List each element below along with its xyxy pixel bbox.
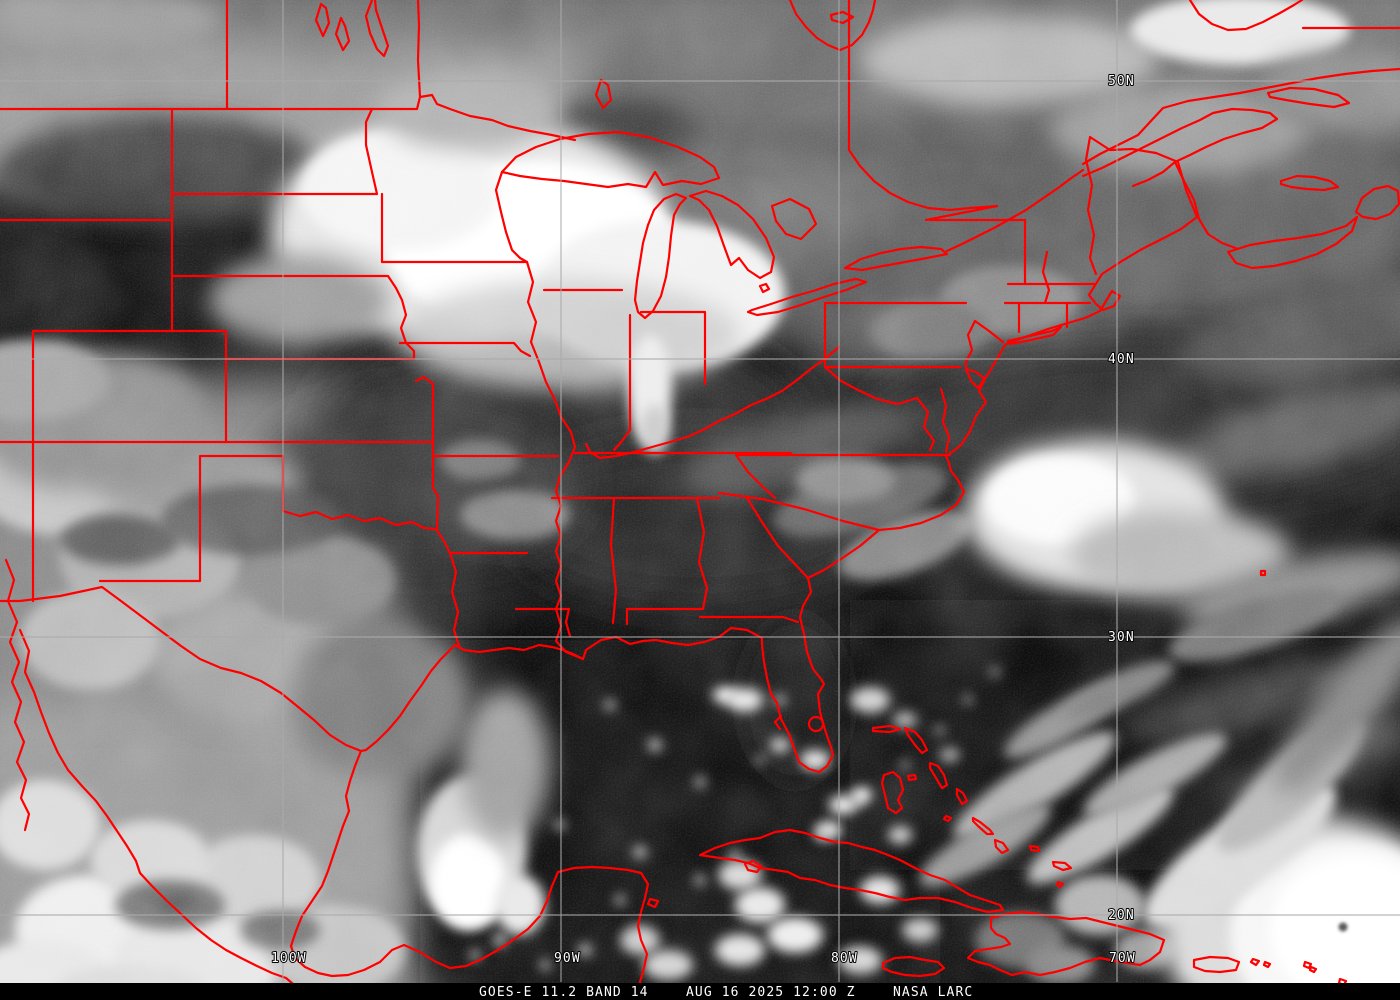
longitude-label-70w: 70W bbox=[1109, 951, 1136, 966]
puerto-rico-outline bbox=[1192, 955, 1241, 974]
great-lakes-outlines bbox=[500, 130, 949, 320]
canada-east-borders bbox=[847, 0, 1400, 270]
longitude-label-80w: 80W bbox=[831, 951, 858, 966]
hispaniola-outline bbox=[966, 910, 1166, 977]
latitude-label-30n: 30N bbox=[1108, 630, 1135, 645]
us-state-borders bbox=[0, 0, 1199, 648]
latitude-label-40n: 40N bbox=[1108, 352, 1135, 367]
latitude-label-20n: 20N bbox=[1108, 908, 1135, 923]
bahamas-outlines bbox=[871, 724, 1073, 889]
caption-credit-label: NASA LARC bbox=[893, 985, 973, 1000]
caption-timestamp-label: AUG 16 2025 12:00 Z bbox=[686, 985, 856, 1000]
longitude-label-90w: 90W bbox=[554, 951, 581, 966]
caption-bar-background bbox=[0, 983, 1400, 1000]
caption-product-label: GOES-E 11.2 BAND 14 bbox=[479, 985, 649, 1000]
mexico-borders-coastline bbox=[0, 558, 660, 1000]
jamaica-outline bbox=[881, 955, 946, 978]
long-island-outline bbox=[1006, 325, 1063, 346]
cuba-outline bbox=[698, 828, 1005, 914]
latitude-label-50n: 50N bbox=[1108, 74, 1135, 89]
graticule-labels: 50N 40N 30N 20N 100W 90W 80W 70W bbox=[270, 73, 1136, 967]
mississippi-river-border bbox=[525, 260, 585, 661]
canada-north-lakes bbox=[314, 0, 877, 110]
longitude-label-100w: 100W bbox=[271, 951, 307, 966]
caption-bar: GOES-E 11.2 BAND 14 AUG 16 2025 12:00 Z … bbox=[0, 983, 1400, 1000]
lake-okeechobee-outline bbox=[807, 715, 825, 733]
